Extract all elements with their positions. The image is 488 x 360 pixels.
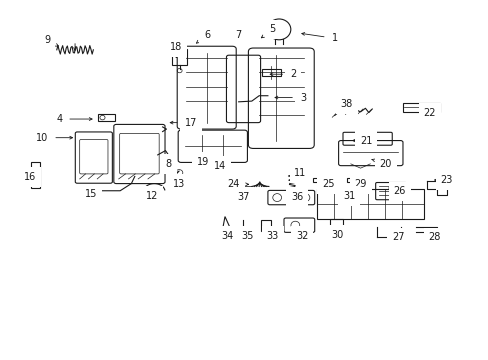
Text: 27: 27 bbox=[391, 232, 404, 242]
Text: 36: 36 bbox=[290, 192, 303, 202]
Text: 2: 2 bbox=[269, 69, 296, 79]
Bar bbox=[31, 162, 40, 188]
Text: 11: 11 bbox=[294, 168, 306, 178]
Text: 19: 19 bbox=[197, 157, 209, 167]
Text: 10: 10 bbox=[36, 133, 72, 143]
Text: 31: 31 bbox=[343, 191, 355, 201]
Text: 16: 16 bbox=[24, 172, 36, 182]
Text: 18: 18 bbox=[170, 42, 182, 57]
Bar bbox=[346, 178, 358, 182]
Bar bbox=[402, 103, 439, 112]
Text: 15: 15 bbox=[84, 189, 97, 199]
Text: 12: 12 bbox=[145, 191, 158, 201]
Text: 26: 26 bbox=[387, 186, 405, 197]
Text: 17: 17 bbox=[170, 118, 197, 128]
Text: 13: 13 bbox=[172, 179, 184, 189]
Text: 4: 4 bbox=[56, 114, 92, 124]
Text: 29: 29 bbox=[354, 179, 366, 189]
Bar bbox=[172, 49, 186, 65]
Text: 33: 33 bbox=[266, 231, 278, 240]
Bar bbox=[98, 114, 115, 121]
Bar bbox=[260, 220, 271, 231]
Text: 35: 35 bbox=[241, 231, 253, 240]
Text: 21: 21 bbox=[352, 136, 372, 145]
Text: 5: 5 bbox=[261, 24, 275, 38]
Text: 28: 28 bbox=[427, 232, 440, 242]
Text: 37: 37 bbox=[236, 192, 249, 202]
Bar bbox=[312, 178, 330, 182]
Text: 22: 22 bbox=[422, 108, 435, 118]
Text: 14: 14 bbox=[213, 161, 226, 171]
Bar bbox=[340, 193, 351, 203]
Text: 34: 34 bbox=[221, 231, 233, 240]
Bar bbox=[329, 220, 343, 234]
Text: 24: 24 bbox=[227, 179, 248, 189]
Text: 25: 25 bbox=[322, 179, 334, 189]
Text: 32: 32 bbox=[295, 231, 307, 240]
Bar bbox=[316, 189, 423, 220]
Text: 8: 8 bbox=[164, 159, 172, 169]
Text: 20: 20 bbox=[371, 159, 391, 169]
Bar bbox=[261, 69, 281, 76]
Text: 1: 1 bbox=[301, 32, 337, 43]
Text: 3: 3 bbox=[274, 93, 305, 103]
Text: 38: 38 bbox=[340, 99, 352, 109]
Text: 23: 23 bbox=[434, 175, 452, 185]
Text: 6: 6 bbox=[196, 30, 209, 43]
Text: 7: 7 bbox=[233, 30, 241, 41]
Text: 9: 9 bbox=[44, 35, 58, 46]
Text: 30: 30 bbox=[330, 230, 343, 239]
